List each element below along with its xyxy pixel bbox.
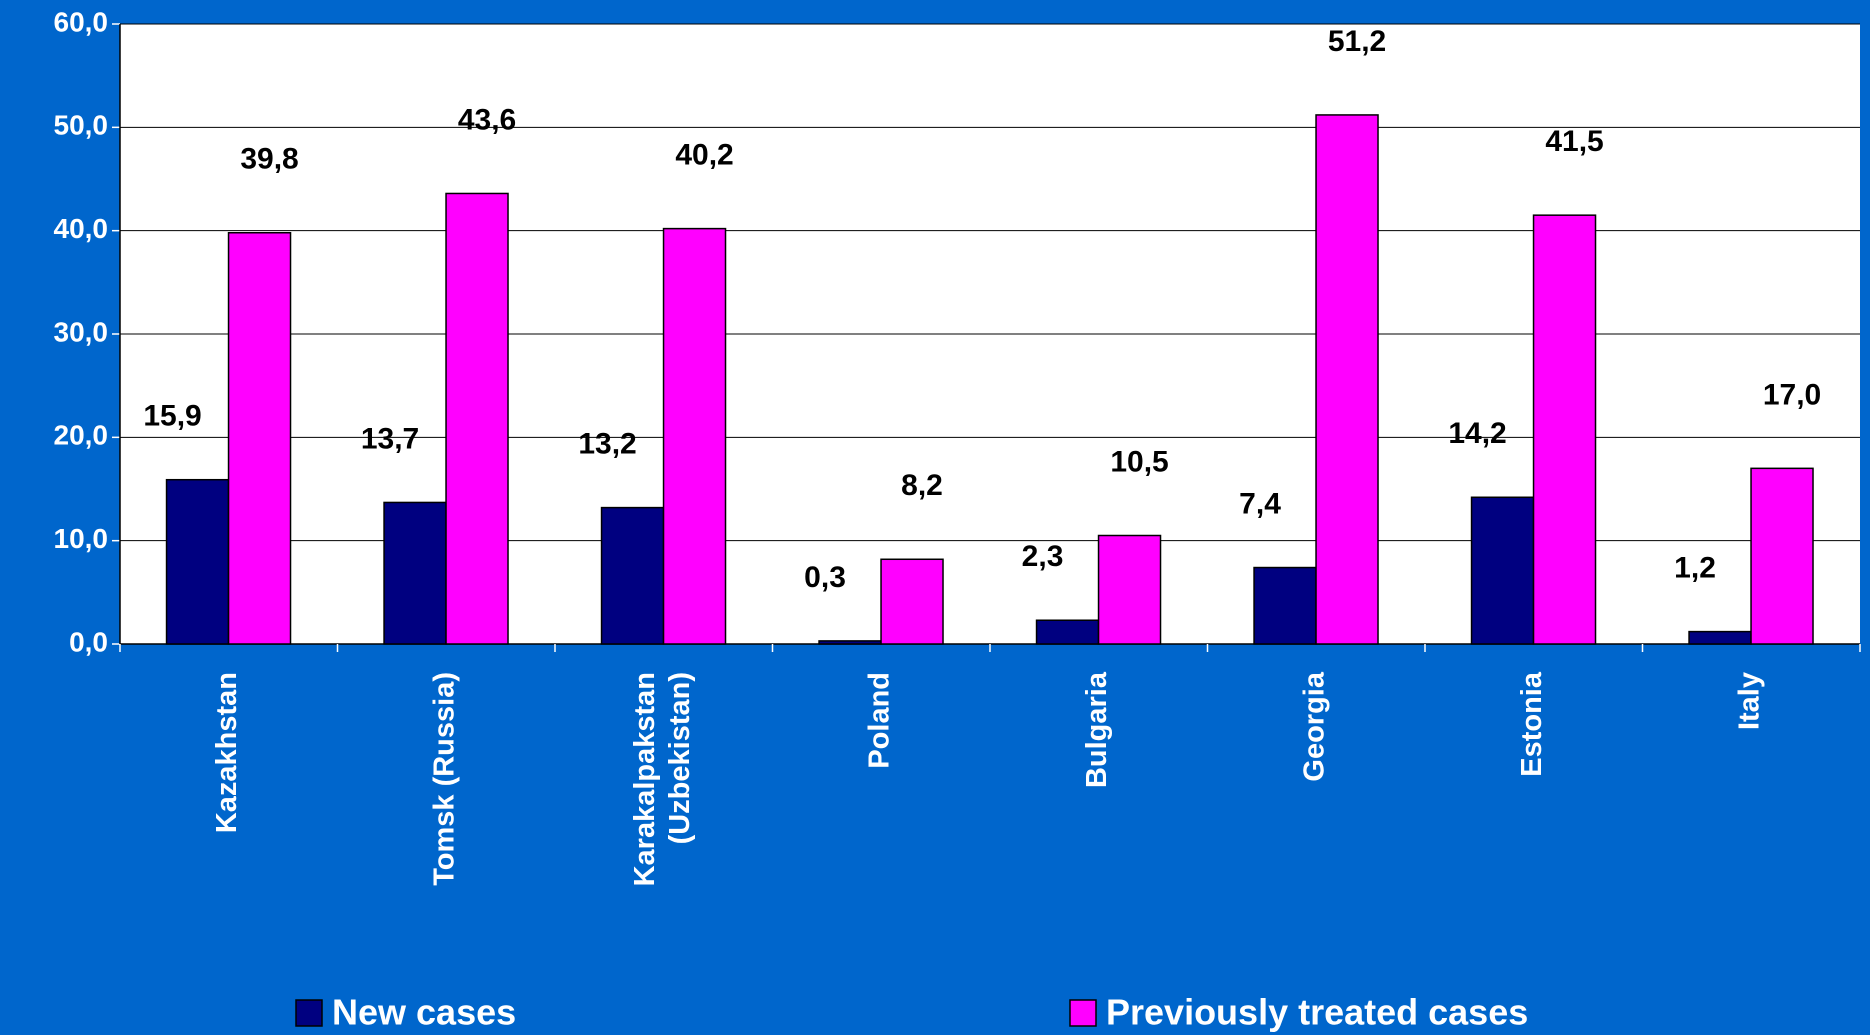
y-tick-label: 0,0: [69, 626, 108, 657]
data-label: 17,0: [1763, 378, 1821, 411]
x-tick-label: Kazakhstan: [211, 672, 243, 833]
x-tick-label: Tomsk (Russia): [429, 672, 461, 886]
bar: [1315, 114, 1379, 645]
bar: [227, 231, 292, 645]
data-label: 7,4: [1239, 487, 1281, 520]
legend-swatch: [1069, 999, 1097, 1027]
data-label: 51,2: [1328, 25, 1386, 58]
bar: [662, 227, 727, 645]
bar: [165, 478, 230, 645]
bar: [1470, 496, 1535, 645]
x-tick-label: Estonia: [1516, 671, 1548, 777]
bar: [818, 640, 882, 645]
data-label: 39,8: [240, 143, 298, 176]
bar: [880, 558, 944, 645]
data-label: 14,2: [1448, 417, 1506, 450]
bar: [600, 506, 665, 645]
data-label: 1,2: [1674, 552, 1716, 585]
data-label: 0,3: [804, 561, 846, 594]
y-tick-label: 20,0: [54, 420, 109, 451]
bar: [1253, 566, 1317, 645]
bar: [1688, 630, 1752, 645]
data-label: 15,9: [143, 400, 201, 433]
y-tick-label: 40,0: [54, 213, 109, 244]
y-tick-label: 60,0: [54, 6, 109, 37]
x-tick-label: Italy: [1734, 672, 1766, 730]
data-label: 8,2: [901, 469, 943, 502]
bar: [383, 501, 447, 645]
x-tick-label: Georgia: [1299, 671, 1331, 781]
x-tick-label: Bulgaria: [1081, 671, 1113, 788]
bar: [445, 192, 509, 645]
y-tick-label: 10,0: [54, 523, 109, 554]
y-tick-label: 50,0: [54, 110, 109, 141]
x-tick-label: Karakalpakstan(Uzbekistan): [629, 672, 696, 886]
legend-label: Previously treated cases: [1106, 992, 1528, 1033]
bar: [1532, 214, 1597, 645]
data-label: 43,6: [458, 103, 516, 136]
x-tick-label: Poland: [864, 672, 896, 769]
data-label: 13,7: [361, 422, 419, 455]
y-tick-label: 30,0: [54, 316, 109, 347]
data-label: 13,2: [578, 428, 636, 461]
data-label: 40,2: [675, 139, 733, 172]
legend-label: New cases: [332, 992, 516, 1033]
data-label: 10,5: [1110, 445, 1168, 478]
bar: [1035, 619, 1100, 645]
bar: [1097, 534, 1162, 645]
data-label: 41,5: [1545, 125, 1603, 158]
legend-swatch: [295, 999, 323, 1027]
data-label: 2,3: [1022, 540, 1064, 573]
bar: [1750, 467, 1814, 645]
